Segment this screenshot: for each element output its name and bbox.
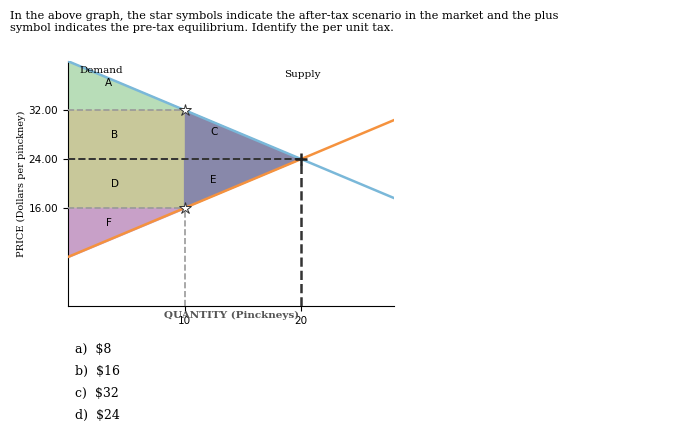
- Text: Supply: Supply: [284, 70, 320, 80]
- Text: a)  $8: a) $8: [75, 343, 111, 356]
- Text: c)  $32: c) $32: [75, 387, 118, 400]
- Y-axis label: PRICE (Dollars per pinckney): PRICE (Dollars per pinckney): [17, 111, 26, 257]
- Polygon shape: [68, 208, 184, 257]
- Text: A: A: [105, 78, 112, 87]
- Polygon shape: [184, 159, 301, 208]
- Text: b)  $16: b) $16: [75, 365, 120, 378]
- Text: E: E: [211, 176, 217, 185]
- Polygon shape: [184, 110, 301, 159]
- Text: Demand: Demand: [80, 66, 123, 75]
- Polygon shape: [68, 61, 184, 110]
- Text: d)  $24: d) $24: [75, 409, 120, 422]
- Text: B: B: [111, 130, 118, 139]
- Text: F: F: [106, 218, 112, 228]
- Text: C: C: [210, 127, 218, 136]
- Text: In the above graph, the star symbols indicate the after-tax scenario in the mark: In the above graph, the star symbols ind…: [10, 11, 559, 32]
- Text: QUANTITY (Pinckneys): QUANTITY (Pinckneys): [164, 311, 299, 319]
- Text: D: D: [111, 179, 118, 188]
- Polygon shape: [68, 159, 184, 208]
- Polygon shape: [68, 110, 184, 159]
